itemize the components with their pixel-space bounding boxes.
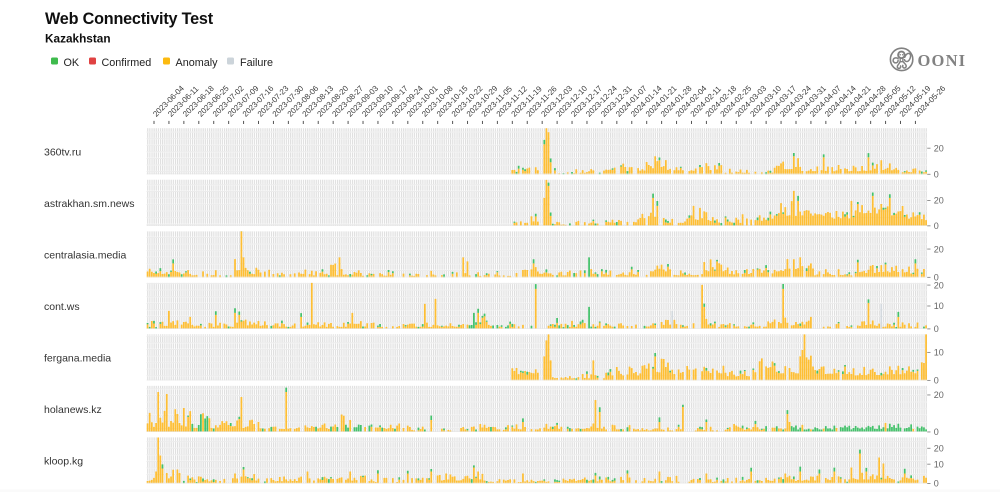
svg-text:Web Connectivity Test: Web Connectivity Test — [45, 10, 214, 28]
svg-text:0: 0 — [934, 221, 939, 231]
svg-text:Kazakhstan: Kazakhstan — [45, 32, 111, 46]
svg-text:20: 20 — [934, 244, 944, 254]
svg-text:holanews.kz: holanews.kz — [44, 404, 102, 416]
svg-text:astrakhan.sm.news: astrakhan.sm.news — [44, 198, 134, 210]
svg-text:20: 20 — [934, 280, 944, 290]
svg-text:0: 0 — [934, 273, 939, 283]
svg-text:20: 20 — [934, 143, 944, 153]
svg-text:20: 20 — [934, 390, 944, 400]
svg-text:10: 10 — [934, 348, 944, 358]
svg-text:0: 0 — [934, 376, 939, 386]
svg-text:20: 20 — [934, 196, 944, 206]
svg-text:10: 10 — [934, 459, 944, 469]
svg-text:20: 20 — [934, 443, 944, 453]
svg-text:0: 0 — [934, 170, 939, 180]
svg-text:360tv.ru: 360tv.ru — [44, 147, 81, 159]
svg-text:OK: OK — [64, 57, 80, 69]
svg-text:0: 0 — [934, 324, 939, 334]
svg-text:Anomaly: Anomaly — [176, 57, 219, 69]
svg-text:centralasia.media: centralasia.media — [44, 250, 126, 262]
svg-text:0: 0 — [934, 479, 939, 489]
svg-text:Failure: Failure — [240, 57, 273, 69]
svg-text:cont.ws: cont.ws — [44, 301, 80, 313]
svg-text:10: 10 — [934, 301, 944, 311]
svg-text:Confirmed: Confirmed — [102, 57, 152, 69]
svg-text:OONI: OONI — [918, 51, 967, 70]
svg-text:fergana.media: fergana.media — [44, 353, 111, 365]
svg-text:kloop.kg: kloop.kg — [44, 456, 83, 468]
svg-text:0: 0 — [934, 427, 939, 437]
